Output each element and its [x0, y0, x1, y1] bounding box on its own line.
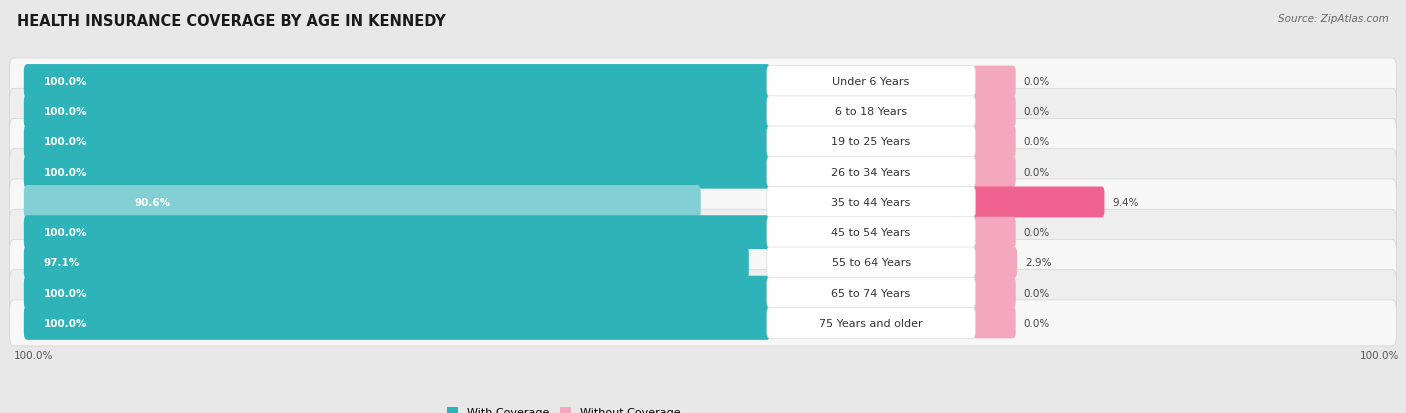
Text: 100.0%: 100.0%	[44, 167, 87, 177]
FancyBboxPatch shape	[24, 216, 770, 249]
FancyBboxPatch shape	[24, 155, 770, 189]
Text: 0.0%: 0.0%	[1024, 228, 1050, 237]
Text: 100.0%: 100.0%	[44, 318, 87, 328]
Text: 0.0%: 0.0%	[1024, 318, 1050, 328]
FancyBboxPatch shape	[24, 125, 770, 159]
Text: 100.0%: 100.0%	[44, 77, 87, 87]
Text: 55 to 64 Years: 55 to 64 Years	[831, 258, 911, 268]
FancyBboxPatch shape	[973, 247, 1017, 278]
Text: 0.0%: 0.0%	[1024, 167, 1050, 177]
FancyBboxPatch shape	[24, 246, 749, 280]
FancyBboxPatch shape	[973, 66, 1015, 97]
Text: 100.0%: 100.0%	[1360, 350, 1399, 360]
Text: 0.0%: 0.0%	[1024, 288, 1050, 298]
FancyBboxPatch shape	[766, 278, 976, 309]
Text: 0.0%: 0.0%	[1024, 77, 1050, 87]
Text: 100.0%: 100.0%	[44, 137, 87, 147]
Text: 45 to 54 Years: 45 to 54 Years	[831, 228, 911, 237]
Text: HEALTH INSURANCE COVERAGE BY AGE IN KENNEDY: HEALTH INSURANCE COVERAGE BY AGE IN KENN…	[17, 14, 446, 29]
Text: Source: ZipAtlas.com: Source: ZipAtlas.com	[1278, 14, 1389, 24]
FancyBboxPatch shape	[973, 157, 1015, 188]
Text: 26 to 34 Years: 26 to 34 Years	[831, 167, 911, 177]
FancyBboxPatch shape	[766, 217, 976, 248]
Text: 6 to 18 Years: 6 to 18 Years	[835, 107, 907, 117]
FancyBboxPatch shape	[24, 95, 770, 129]
Text: 100.0%: 100.0%	[14, 350, 53, 360]
FancyBboxPatch shape	[766, 157, 976, 188]
FancyBboxPatch shape	[973, 97, 1015, 127]
FancyBboxPatch shape	[10, 150, 1396, 195]
Text: 19 to 25 Years: 19 to 25 Years	[831, 137, 911, 147]
Text: 97.1%: 97.1%	[44, 258, 80, 268]
FancyBboxPatch shape	[10, 180, 1396, 225]
FancyBboxPatch shape	[766, 187, 976, 218]
FancyBboxPatch shape	[24, 65, 770, 99]
Text: 9.4%: 9.4%	[1112, 197, 1139, 207]
FancyBboxPatch shape	[10, 300, 1396, 346]
Text: 100.0%: 100.0%	[44, 288, 87, 298]
FancyBboxPatch shape	[10, 89, 1396, 135]
FancyBboxPatch shape	[10, 240, 1396, 286]
Text: 65 to 74 Years: 65 to 74 Years	[831, 288, 911, 298]
Legend: With Coverage, Without Coverage: With Coverage, Without Coverage	[443, 402, 685, 413]
Text: Under 6 Years: Under 6 Years	[832, 77, 910, 87]
FancyBboxPatch shape	[973, 278, 1015, 309]
Text: 2.9%: 2.9%	[1025, 258, 1052, 268]
Text: 90.6%: 90.6%	[135, 197, 170, 207]
Text: 35 to 44 Years: 35 to 44 Years	[831, 197, 911, 207]
FancyBboxPatch shape	[24, 185, 700, 219]
FancyBboxPatch shape	[766, 247, 976, 278]
FancyBboxPatch shape	[973, 187, 1105, 218]
FancyBboxPatch shape	[766, 127, 976, 157]
Text: 75 Years and older: 75 Years and older	[820, 318, 922, 328]
FancyBboxPatch shape	[24, 306, 770, 340]
Text: 0.0%: 0.0%	[1024, 137, 1050, 147]
FancyBboxPatch shape	[973, 127, 1015, 157]
Text: 0.0%: 0.0%	[1024, 107, 1050, 117]
FancyBboxPatch shape	[10, 270, 1396, 316]
FancyBboxPatch shape	[10, 59, 1396, 105]
FancyBboxPatch shape	[973, 217, 1015, 248]
Text: 100.0%: 100.0%	[44, 107, 87, 117]
FancyBboxPatch shape	[10, 210, 1396, 256]
FancyBboxPatch shape	[973, 308, 1015, 339]
FancyBboxPatch shape	[766, 97, 976, 127]
FancyBboxPatch shape	[24, 276, 770, 310]
FancyBboxPatch shape	[766, 66, 976, 97]
FancyBboxPatch shape	[766, 308, 976, 339]
FancyBboxPatch shape	[10, 119, 1396, 165]
Text: 100.0%: 100.0%	[44, 228, 87, 237]
